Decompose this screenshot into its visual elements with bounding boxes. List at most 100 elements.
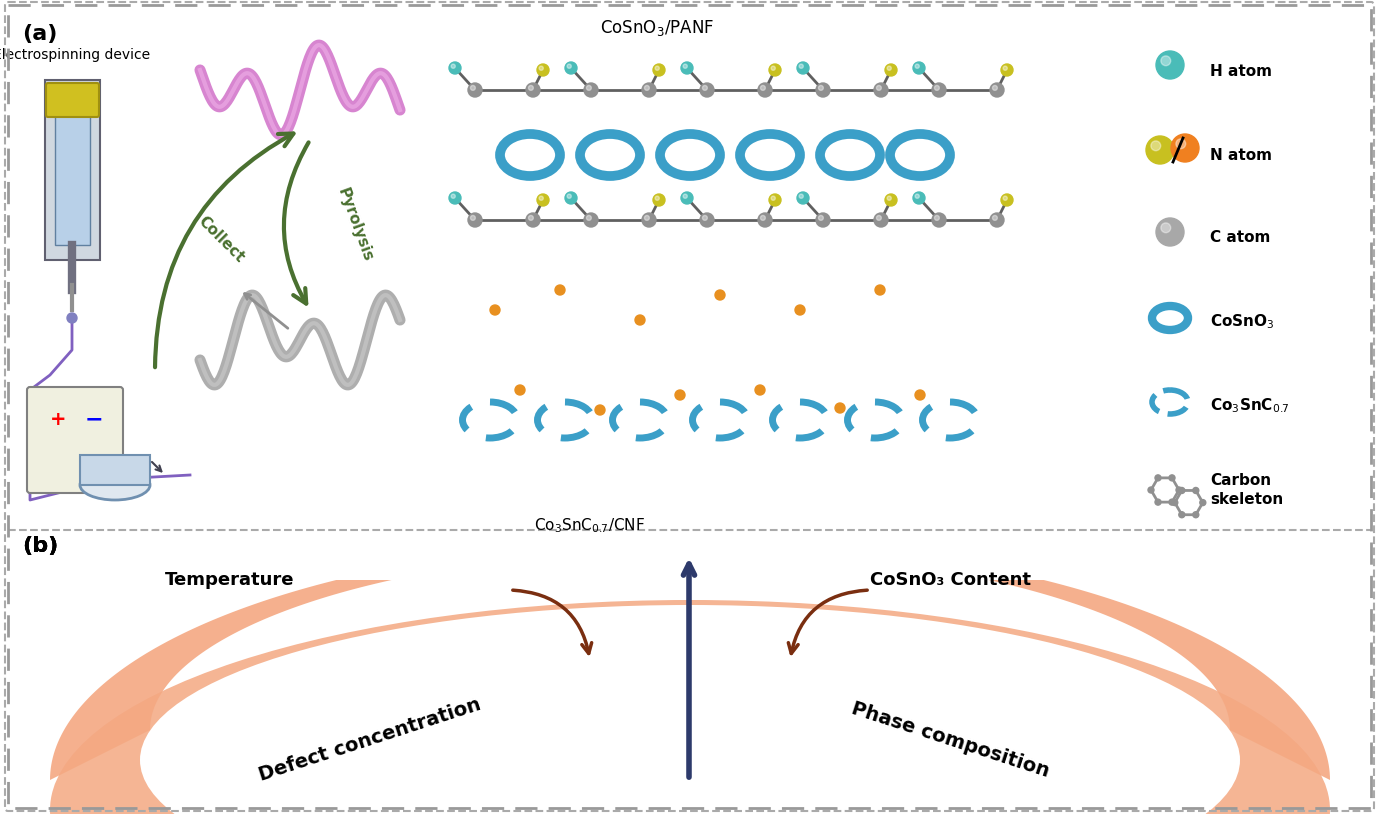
Circle shape <box>877 85 881 90</box>
Circle shape <box>935 216 939 221</box>
Circle shape <box>528 85 534 90</box>
FancyBboxPatch shape <box>28 387 123 493</box>
Circle shape <box>654 64 665 76</box>
Circle shape <box>876 285 885 295</box>
Text: Co$_3$SnC$_{0.7}$: Co$_3$SnC$_{0.7}$ <box>1209 396 1289 415</box>
Circle shape <box>567 64 571 68</box>
Circle shape <box>683 64 687 68</box>
Circle shape <box>467 213 483 227</box>
Circle shape <box>683 194 687 199</box>
Circle shape <box>701 213 714 227</box>
Circle shape <box>583 83 598 97</box>
Ellipse shape <box>80 470 150 500</box>
Text: Defect concentration: Defect concentration <box>256 695 484 785</box>
Circle shape <box>990 213 1004 227</box>
Ellipse shape <box>581 134 640 176</box>
Text: Carbon
skeleton: Carbon skeleton <box>1209 473 1284 507</box>
Circle shape <box>836 403 845 413</box>
Circle shape <box>674 390 685 400</box>
Text: (b): (b) <box>22 536 58 556</box>
Circle shape <box>771 66 775 70</box>
Circle shape <box>1156 218 1185 246</box>
Circle shape <box>874 213 888 227</box>
Ellipse shape <box>141 605 1240 814</box>
Circle shape <box>1193 488 1198 493</box>
Circle shape <box>1146 136 1174 164</box>
Circle shape <box>1156 51 1185 79</box>
Circle shape <box>913 192 925 204</box>
FancyBboxPatch shape <box>80 455 150 485</box>
Text: CoSnO₃ Content: CoSnO₃ Content <box>870 571 1030 589</box>
Circle shape <box>1003 196 1007 200</box>
Ellipse shape <box>1151 306 1187 330</box>
FancyBboxPatch shape <box>1123 7 1373 533</box>
Circle shape <box>819 85 823 90</box>
FancyBboxPatch shape <box>425 263 1125 533</box>
Circle shape <box>450 62 461 74</box>
Circle shape <box>1147 487 1154 493</box>
Circle shape <box>771 196 775 200</box>
Circle shape <box>1003 66 1007 70</box>
Ellipse shape <box>848 402 902 438</box>
Circle shape <box>877 216 881 221</box>
Circle shape <box>754 385 765 395</box>
Circle shape <box>702 85 707 90</box>
Circle shape <box>586 216 592 221</box>
Circle shape <box>993 216 997 221</box>
Circle shape <box>758 83 772 97</box>
Circle shape <box>714 290 725 300</box>
Circle shape <box>644 85 650 90</box>
Text: (b): (b) <box>22 536 58 556</box>
Text: (b): (b) <box>22 536 58 556</box>
Text: (a): (a) <box>22 24 58 44</box>
Text: H atom: H atom <box>1209 64 1271 80</box>
Circle shape <box>643 213 656 227</box>
Circle shape <box>451 64 455 68</box>
FancyArrowPatch shape <box>284 142 309 304</box>
Ellipse shape <box>462 402 517 438</box>
Circle shape <box>887 66 891 70</box>
Circle shape <box>819 216 823 221</box>
Circle shape <box>536 194 549 206</box>
Text: Temperature: Temperature <box>165 571 295 589</box>
Circle shape <box>644 216 650 221</box>
Text: CoSnO$_3$/PANF: CoSnO$_3$/PANF <box>600 18 714 38</box>
Ellipse shape <box>661 134 720 176</box>
Circle shape <box>916 390 925 400</box>
Circle shape <box>798 64 804 68</box>
Circle shape <box>797 62 809 74</box>
Circle shape <box>565 62 576 74</box>
Circle shape <box>990 83 1004 97</box>
Circle shape <box>1151 141 1161 151</box>
Ellipse shape <box>889 134 950 176</box>
Circle shape <box>655 66 659 70</box>
Circle shape <box>467 83 483 97</box>
Circle shape <box>528 216 534 221</box>
Circle shape <box>1179 512 1185 518</box>
Ellipse shape <box>692 402 747 438</box>
Circle shape <box>916 64 920 68</box>
Circle shape <box>702 216 707 221</box>
FancyBboxPatch shape <box>46 83 99 117</box>
FancyBboxPatch shape <box>425 10 1125 280</box>
Circle shape <box>655 196 659 200</box>
Text: Electrospinning device: Electrospinning device <box>0 48 150 62</box>
Text: Co$_3$SnC$_{0.7}$/CNF: Co$_3$SnC$_{0.7}$/CNF <box>535 516 645 535</box>
Circle shape <box>885 64 896 76</box>
Circle shape <box>1169 499 1175 505</box>
Circle shape <box>536 64 549 76</box>
Circle shape <box>1179 488 1185 493</box>
Ellipse shape <box>741 134 800 176</box>
Circle shape <box>1200 500 1205 505</box>
Circle shape <box>1176 487 1182 493</box>
Text: Collect: Collect <box>194 214 247 266</box>
Circle shape <box>1156 499 1161 505</box>
Circle shape <box>565 192 576 204</box>
FancyArrowPatch shape <box>513 590 592 654</box>
Ellipse shape <box>1151 390 1187 414</box>
Circle shape <box>701 83 714 97</box>
Text: Pyrolysis: Pyrolysis <box>335 186 375 264</box>
Circle shape <box>643 83 656 97</box>
Ellipse shape <box>501 134 560 176</box>
Circle shape <box>681 192 694 204</box>
